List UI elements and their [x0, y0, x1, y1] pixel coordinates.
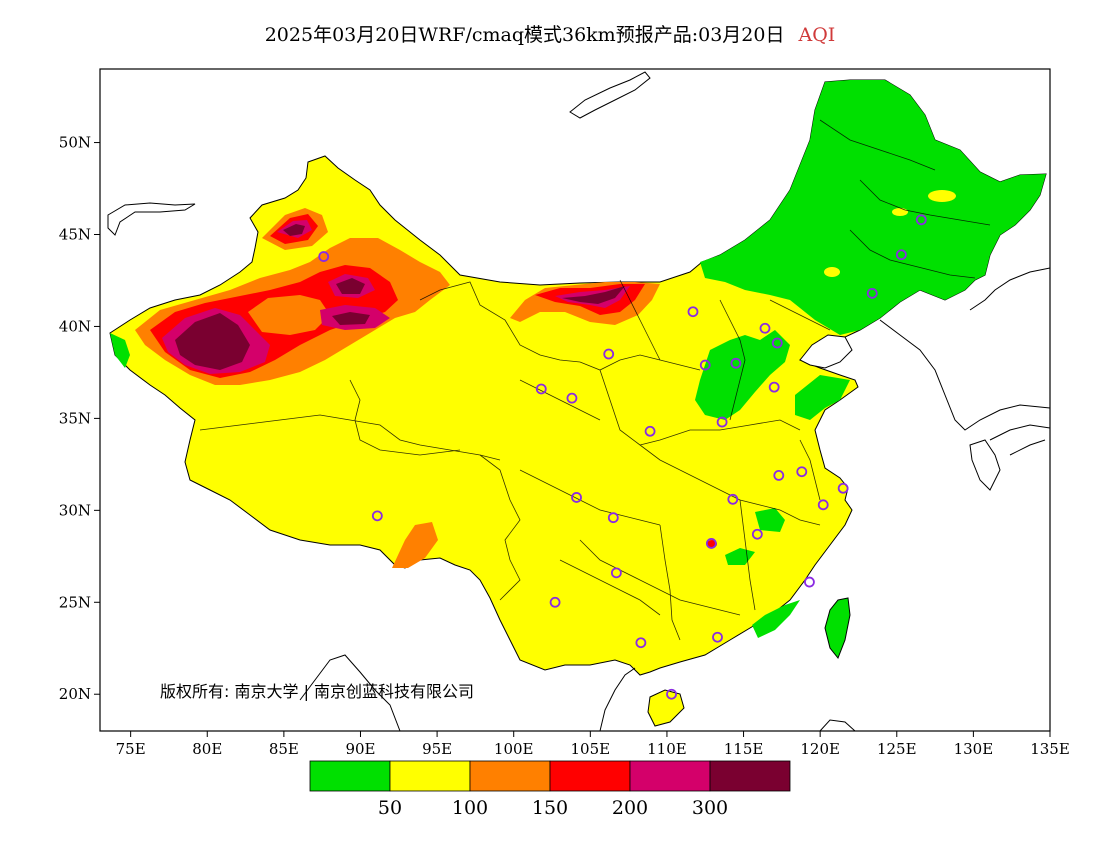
station-marker [699, 359, 711, 371]
x-tick-label: 105E [571, 740, 611, 758]
x-axis: 75E 80E 85E 90E 95E 100E 105E 110E 115E 120E 125E 1… [116, 731, 1070, 758]
station-marker [759, 322, 771, 334]
y-tick-label: 20N [59, 685, 91, 703]
aqi-hazardous-patch [332, 312, 370, 325]
y-tick-label: 45N [59, 226, 91, 244]
legend-label: 50 [378, 797, 402, 819]
legend-label: 300 [692, 797, 728, 819]
station-marker [666, 688, 677, 700]
legend-label: 100 [452, 797, 488, 819]
coastline-mongolia-fragment [569, 71, 651, 119]
y-tick-label: 40N [59, 317, 91, 335]
legend-swatch [389, 760, 471, 792]
map-title: 2025年03月20日WRF/cmaq模式36km预报产品:03月20日 AQI [0, 20, 1100, 47]
x-tick-label: 80E [192, 740, 222, 758]
aqi-good-fujian [752, 600, 800, 638]
bohai-sea-boundary [799, 334, 853, 369]
legend-swatch [549, 760, 631, 792]
legend-swatch [469, 760, 551, 792]
station-marker [603, 348, 615, 360]
province-borders [199, 119, 991, 641]
x-tick-label: 90E [345, 740, 375, 758]
station-marker [796, 466, 808, 478]
station-marker [712, 631, 723, 643]
hainan-island [647, 689, 685, 727]
aqi-hazardous-patch [336, 278, 365, 294]
y-axis: 20N 25N 30N 35N 40N 45N 50N [59, 134, 100, 703]
station-marker [730, 357, 742, 369]
aqi-moderate-patch [928, 190, 956, 202]
aqi-good-xinjiang [110, 333, 130, 368]
map-frame [99, 68, 1051, 732]
legend-swatch [709, 760, 791, 792]
aqi-unhealthy-sensitive-east-xj [248, 295, 330, 335]
coastline-korea-japan [879, 267, 1050, 491]
station-marker [804, 576, 815, 588]
taiwan-island [824, 597, 851, 659]
station-marker [716, 416, 728, 428]
station-marker [371, 510, 383, 522]
aqi-legend: 50 100 150 200 300 [309, 760, 791, 819]
station-marker [866, 287, 878, 299]
x-tick-label: 130E [954, 740, 994, 758]
station-marker [549, 596, 561, 608]
aqi-good-jingjinji [695, 330, 790, 420]
y-tick-label: 50N [59, 134, 91, 152]
x-tick-label: 95E [422, 740, 452, 758]
coastline-kazakhstan-fragment [107, 202, 196, 236]
aqi-good-jiangxi [755, 508, 785, 532]
x-tick-label: 85E [269, 740, 299, 758]
legend-label: 150 [532, 797, 568, 819]
aqi-moderate-patch [824, 267, 840, 277]
station-marker [773, 469, 785, 481]
aqi-hazardous-north [283, 224, 305, 236]
title-pollutant: AQI [798, 24, 836, 46]
station-marker [771, 337, 783, 349]
x-tick-label: 75E [116, 740, 146, 758]
station-marker [727, 493, 739, 505]
station-marker [566, 392, 578, 404]
station-marker [768, 381, 780, 393]
aqi-unhealthy-sensitive-tibet [392, 522, 438, 568]
aqi-hazardous-xinjiang [175, 313, 250, 370]
station-marker [705, 538, 717, 549]
station-marker [915, 214, 927, 226]
aqi-moderate-patch [892, 208, 908, 216]
station-marker [607, 512, 619, 524]
aqi-good-shandong [795, 375, 850, 420]
aqi-hazardous-inner-mongolia [562, 286, 625, 304]
x-tick-label: 100E [494, 740, 534, 758]
station-marker [644, 425, 656, 437]
station-marker [837, 482, 849, 494]
title-main: 2025年03月20日WRF/cmaq模式36km预报产品:03月20日 [264, 24, 785, 46]
station-marker [687, 306, 699, 318]
station-marker [895, 249, 907, 261]
x-tick-label: 120E [800, 740, 840, 758]
station-marker [635, 637, 647, 649]
coastline-southeast-asia [299, 654, 856, 731]
station-markers [318, 214, 927, 700]
y-tick-label: 30N [59, 501, 91, 519]
x-tick-label: 110E [647, 740, 687, 758]
legend-swatch [309, 760, 391, 792]
map-content [107, 71, 1050, 731]
station-marker [610, 567, 622, 579]
station-marker [535, 383, 547, 395]
copyright-text: 版权所有: 南京大学 | 南京创蓝科技有限公司 [160, 682, 474, 701]
y-tick-label: 25N [59, 593, 91, 611]
x-tick-label: 135E [1030, 740, 1070, 758]
x-tick-label: 115E [724, 740, 764, 758]
station-marker [571, 492, 582, 503]
aqi-good-northeast [700, 80, 1046, 335]
station-marker [318, 251, 330, 262]
station-marker [817, 499, 829, 511]
station-marker [751, 528, 763, 540]
y-tick-label: 35N [59, 409, 91, 427]
legend-label: 200 [612, 797, 648, 819]
legend-swatch [629, 760, 711, 792]
x-tick-label: 125E [877, 740, 917, 758]
